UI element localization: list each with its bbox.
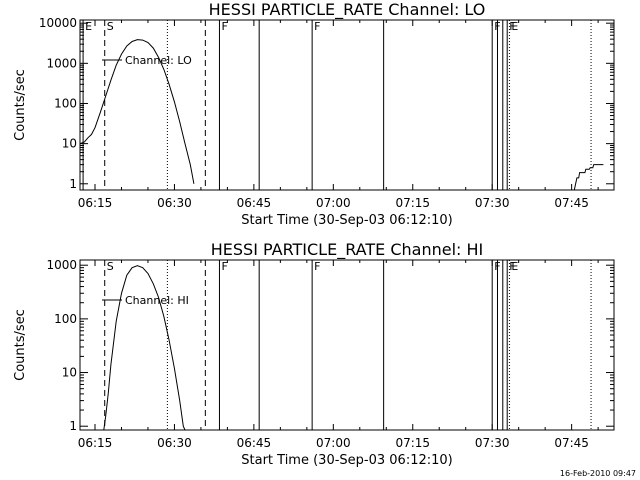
series-line-0 (80, 39, 195, 184)
x-tick-label: 07:15 (395, 196, 430, 210)
legend-label: Channel: HI (125, 294, 189, 307)
x-tick-label: 06:15 (78, 436, 113, 450)
x-tick-label: 07:45 (554, 196, 589, 210)
x-tick-label: 06:45 (237, 436, 272, 450)
x-tick-label: 06:45 (237, 196, 272, 210)
y-tick-label: 10000 (39, 16, 77, 30)
panel-lo: HESSI PARTICLE_RATE Channel: LO Start Tim… (13, 0, 615, 228)
x-tick-label: 07:00 (316, 436, 351, 450)
event-marker-label: F (314, 20, 320, 33)
x-axis-label: Start Time (30-Sep-03 06:12:10) (241, 213, 452, 228)
chart-title: HESSI PARTICLE_RATE Channel: HI (211, 240, 484, 260)
event-marker-label: F (509, 20, 515, 33)
footer-timestamp: 16-Feb-2010 09:47 (560, 469, 636, 478)
event-marker-label: E (511, 260, 518, 273)
event-marker-label: E (511, 20, 518, 33)
plot-frame (79, 259, 615, 431)
x-axis-label: Start Time (30-Sep-03 06:12:10) (241, 453, 452, 468)
y-tick-label: 1000 (46, 258, 77, 272)
event-marker-label: F (509, 260, 515, 273)
y-tick-label: 1 (69, 419, 77, 433)
series-line-0 (103, 265, 186, 430)
x-tick-label: 07:30 (475, 196, 510, 210)
event-marker-label: E (85, 20, 92, 33)
event-marker-label: F (314, 260, 320, 273)
y-tick-label: 100 (54, 312, 77, 326)
plot-frame (79, 19, 615, 191)
event-marker-label: F (221, 260, 227, 273)
panel-hi: HESSI PARTICLE_RATE Channel: HI Start Tim… (13, 240, 615, 468)
data-layer (80, 39, 604, 190)
x-tick-label: 06:30 (157, 196, 192, 210)
x-tick-label: 07:45 (554, 436, 589, 450)
y-axis-label: Counts/sec (13, 69, 28, 141)
y-tick-label: 1 (69, 177, 77, 191)
event-marker-label: S (107, 260, 114, 273)
event-marker-label: S (107, 20, 114, 33)
y-tick-label: 10 (62, 137, 77, 151)
event-marker-label: F (221, 20, 227, 33)
x-tick-label: 06:30 (157, 436, 192, 450)
y-tick-label: 100 (54, 96, 77, 110)
y-tick-label: 1000 (46, 56, 77, 70)
series-line-1 (573, 164, 604, 190)
chart-title: HESSI PARTICLE_RATE Channel: LO (209, 0, 486, 20)
data-layer (103, 265, 186, 430)
x-tick-label: 07:15 (395, 436, 430, 450)
legend-label: Channel: LO (125, 54, 192, 67)
y-tick-label: 10 (62, 366, 77, 380)
x-tick-label: 07:30 (475, 436, 510, 450)
x-tick-label: 06:15 (78, 196, 113, 210)
x-tick-label: 07:00 (316, 196, 351, 210)
y-axis-label: Counts/sec (13, 309, 28, 381)
